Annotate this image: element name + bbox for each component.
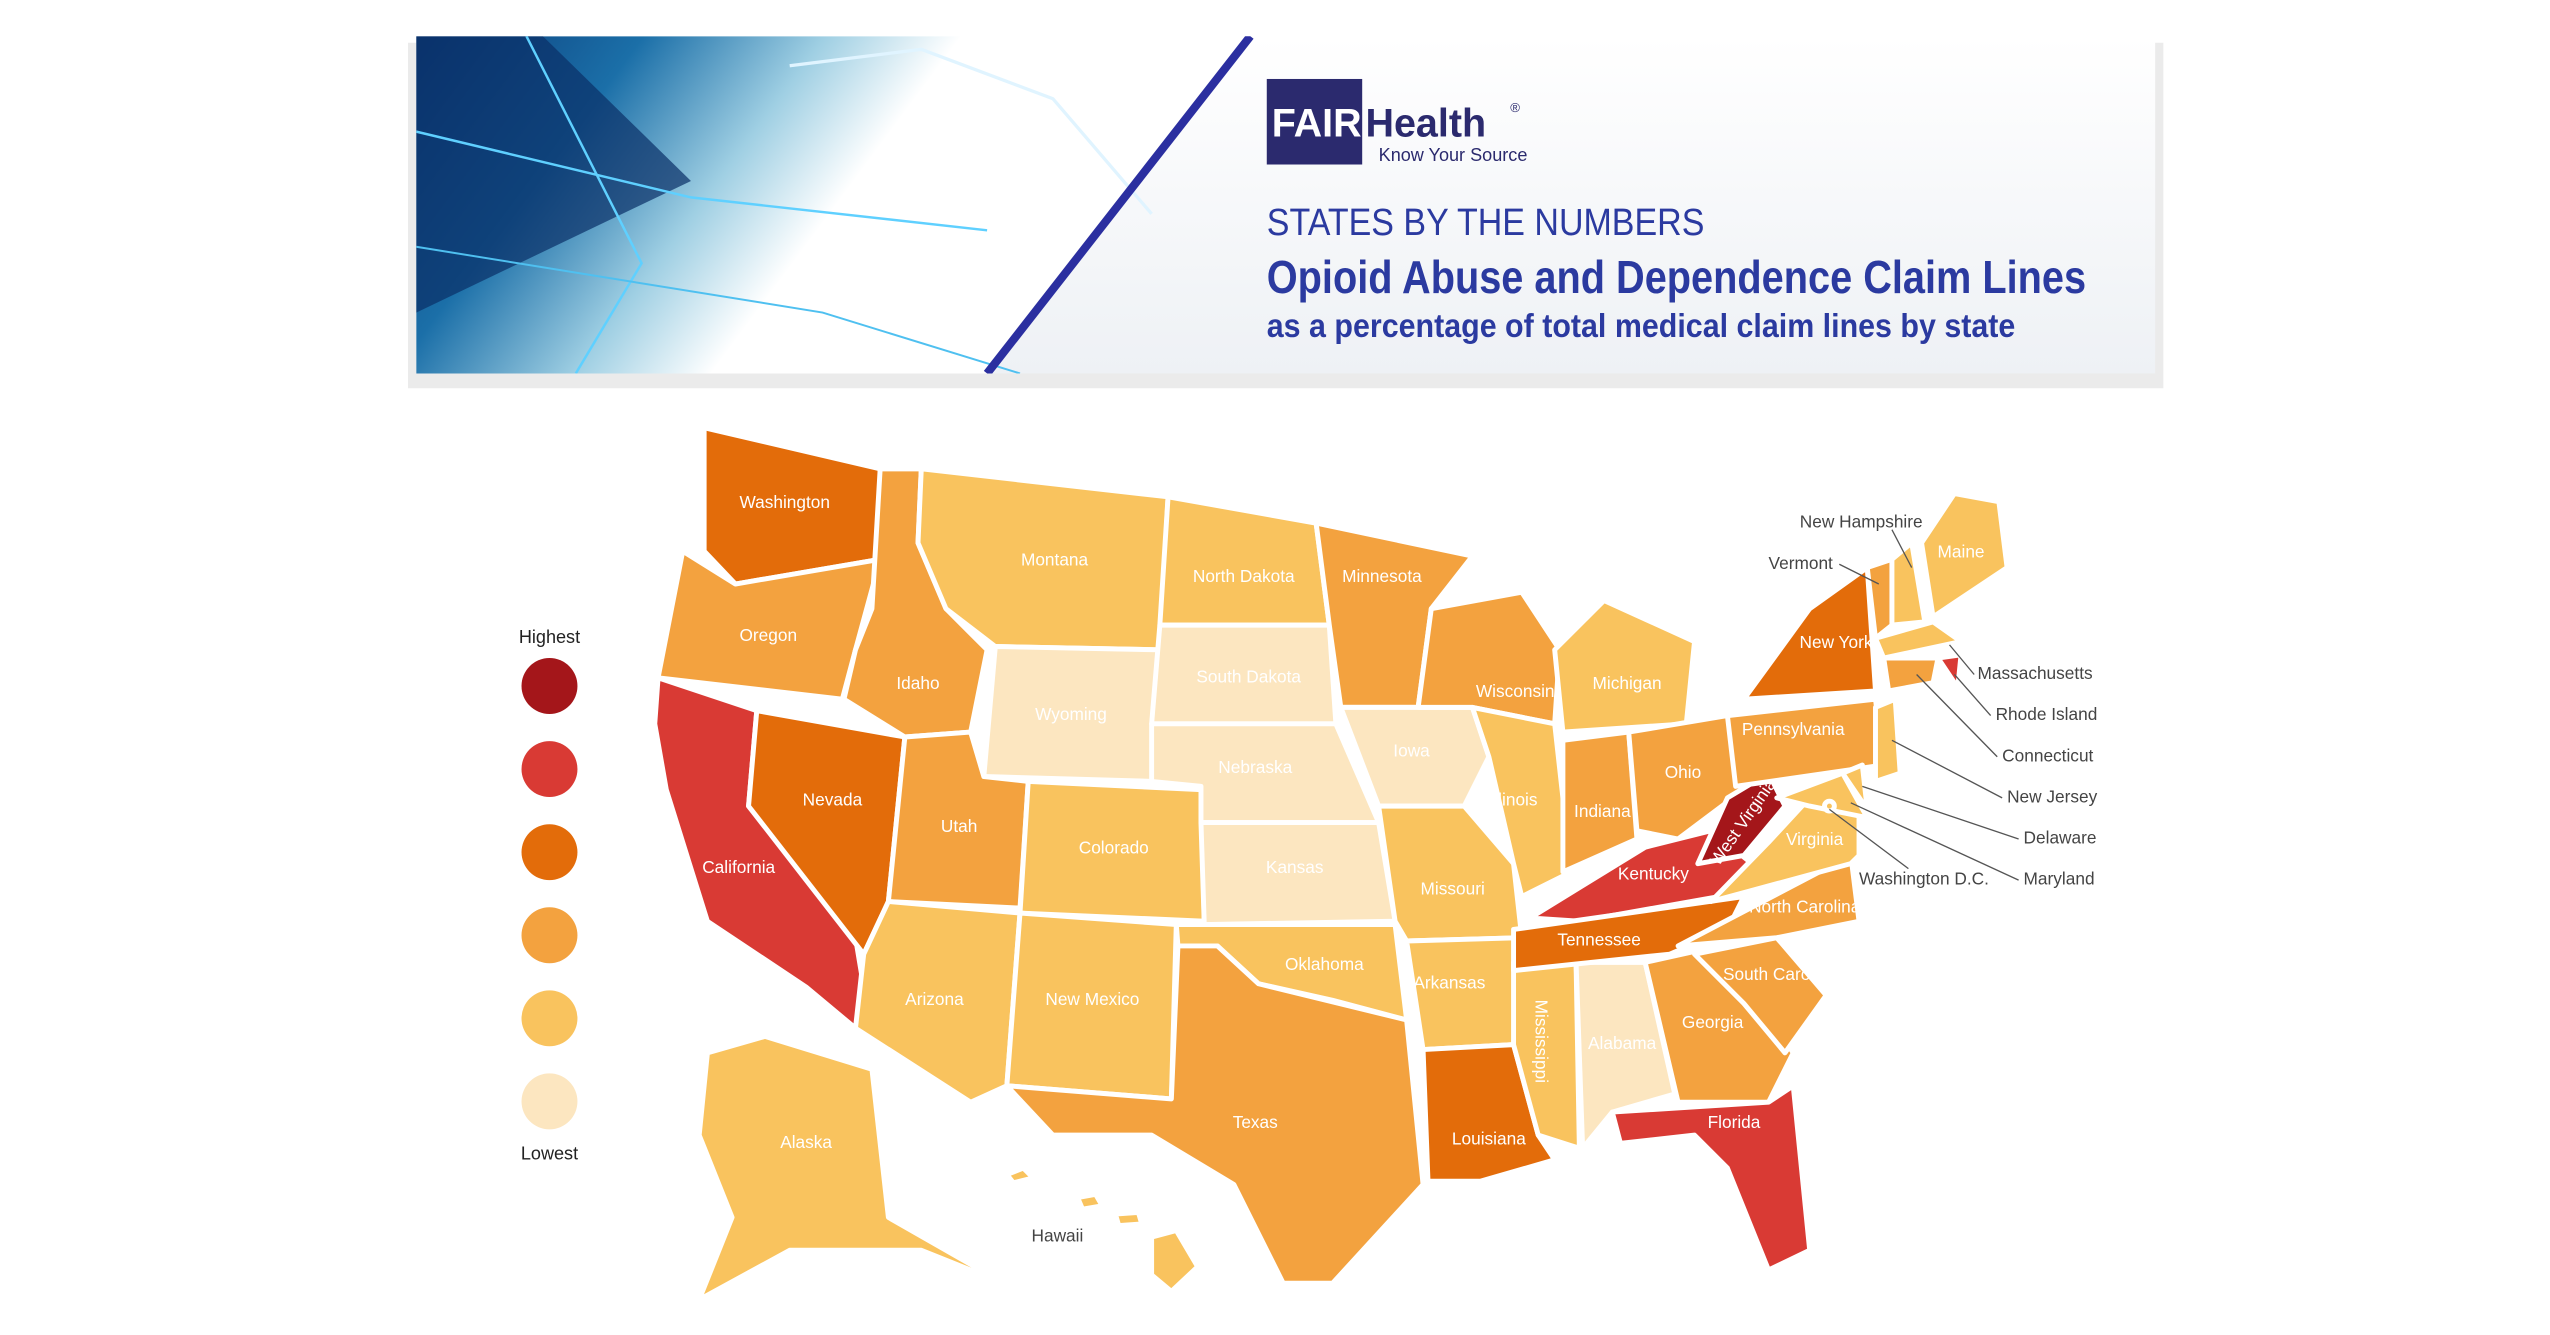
state-label: Arizona	[905, 989, 964, 1009]
state-shape	[1889, 540, 1928, 628]
state-label: Texas	[1233, 1112, 1278, 1132]
state-label: Alaska	[780, 1132, 832, 1152]
legend-high: Highest	[519, 627, 580, 647]
state-label: North Carolina	[1749, 897, 1861, 917]
logo-secondary: Health	[1365, 102, 1486, 146]
state-shape	[1404, 935, 1525, 1053]
kicker: STATES BY THE NUMBERS	[1267, 202, 1705, 244]
state-label: South Dakota	[1196, 666, 1301, 686]
banner: FAIR Health ® Know Your Source STATES BY…	[408, 36, 2164, 389]
state-label: Hawaii	[1032, 1226, 1084, 1246]
state-label: New Mexico	[1045, 989, 1139, 1009]
state-label: Indiana	[1574, 801, 1631, 821]
state-label: Virginia	[1786, 829, 1844, 849]
state-label: California	[702, 857, 775, 877]
logo-trademark: ®	[1510, 100, 1520, 115]
state-label: South Carolina	[1723, 964, 1838, 984]
state-label: Nevada	[803, 790, 863, 810]
state-label: Vermont	[1769, 553, 1834, 573]
legend-swatch	[521, 1073, 578, 1130]
state-label: Colorado	[1079, 837, 1149, 857]
state-label: Nebraska	[1218, 757, 1292, 777]
legend: Highest Lowest	[519, 627, 580, 1164]
state-shape	[1004, 1165, 1036, 1186]
state-label: New Jersey	[2007, 786, 2098, 806]
state-shape	[1075, 1191, 1105, 1212]
labels: Washington Oregon California Nevada Idah…	[702, 492, 2097, 1246]
logo-tagline: Know Your Source	[1379, 145, 1528, 165]
state-shape	[1935, 652, 1964, 691]
state-label: Washington	[739, 492, 830, 512]
state-label: Mississippi	[1531, 1000, 1551, 1083]
legend-swatch	[521, 741, 578, 798]
state-shape	[1626, 713, 1747, 842]
state-shape	[1873, 696, 1903, 784]
state-shape	[1881, 655, 1941, 694]
state-shape	[1149, 1228, 1201, 1294]
state-shape	[1157, 494, 1332, 628]
map	[652, 425, 2010, 1303]
state-label: Arkansas	[1413, 972, 1485, 992]
state-shape	[1822, 798, 1837, 814]
state-label: Florida	[1708, 1112, 1761, 1132]
state-label: Delaware	[2024, 828, 2097, 848]
state-label: Washington D.C.	[1859, 869, 1989, 889]
subtitle: as a percentage of total medical claim l…	[1267, 307, 2016, 344]
legend-swatch	[521, 824, 578, 881]
state-label: Rhode Island	[1996, 704, 2098, 724]
state-label: Maryland	[2024, 869, 2095, 889]
state-shape	[1469, 704, 1574, 900]
state-label: Maine	[1938, 541, 1985, 561]
state-shape	[1919, 491, 2010, 620]
state-shape	[1573, 959, 1678, 1151]
state-label: Michigan	[1593, 673, 1662, 693]
legend-swatch	[521, 658, 578, 714]
state-shape	[1873, 619, 1964, 661]
state-label: Iowa	[1393, 740, 1430, 760]
state-label: Missouri	[1421, 879, 1485, 899]
state-label: Wyoming	[1035, 704, 1107, 724]
state-label: Connecticut	[2002, 745, 2093, 765]
state-label: Minnesota	[1342, 566, 1422, 586]
state-shape	[1642, 943, 1796, 1105]
logo-primary: FAIR	[1272, 102, 1362, 146]
state-shape	[1376, 803, 1525, 944]
state-label: Alabama	[1588, 1033, 1657, 1053]
state-label: Ohio	[1665, 762, 1701, 782]
state-label: Oregon	[739, 625, 797, 645]
state-label: Illinois	[1490, 790, 1538, 810]
leader-lines	[1829, 529, 2019, 881]
legend-low: Lowest	[521, 1144, 578, 1164]
state-label: Tennessee	[1557, 930, 1641, 950]
state-shape	[1695, 770, 1788, 867]
state-label: Wisconsin	[1476, 681, 1555, 701]
state-label: New Hampshire	[1800, 512, 1923, 532]
state-shape	[1560, 729, 1640, 875]
state-label: New York	[1800, 632, 1873, 652]
state-shape	[1552, 597, 1697, 735]
state-shape	[1112, 1209, 1145, 1229]
state-shape	[1609, 1083, 1813, 1273]
state-label: Massachusetts	[1977, 663, 2093, 683]
state-label: Kentucky	[1618, 864, 1689, 884]
legend-swatch	[521, 907, 578, 964]
state-shape	[696, 1033, 1007, 1303]
state-label: North Dakota	[1193, 566, 1295, 586]
state-label: Montana	[1021, 550, 1089, 570]
state-label: Kansas	[1266, 857, 1324, 877]
state-label: Georgia	[1682, 1012, 1744, 1032]
state-shape	[1774, 770, 1870, 821]
state-label: Pennsylvania	[1742, 719, 1845, 739]
legend-swatch	[521, 990, 578, 1047]
state-shape	[1675, 852, 1862, 949]
state-label: Louisiana	[1452, 1129, 1526, 1149]
state-shape	[1004, 943, 1426, 1286]
state-label: Oklahoma	[1285, 954, 1364, 974]
state-shape	[1415, 589, 1563, 727]
title: Opioid Abuse and Dependence Claim Lines	[1267, 251, 2086, 303]
state-label: Idaho	[896, 673, 939, 693]
state-label: Utah	[941, 816, 977, 836]
